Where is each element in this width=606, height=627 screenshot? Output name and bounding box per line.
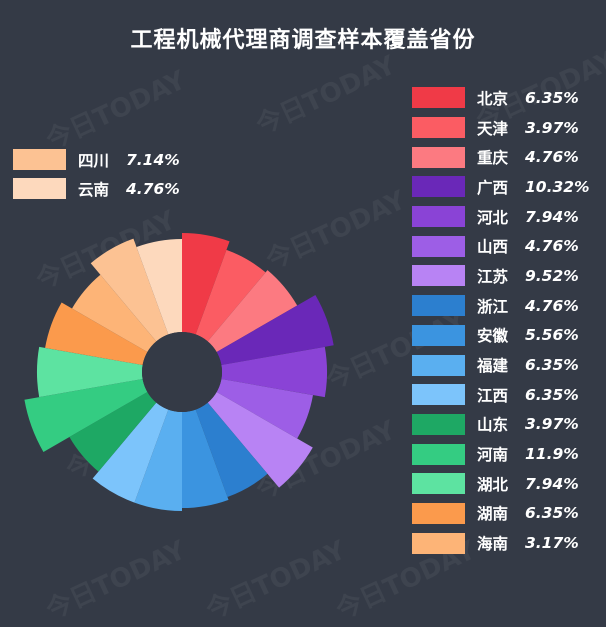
legend-label: 海南 (477, 535, 509, 554)
legend-value: 11.9% (525, 445, 579, 464)
legend-item-山西[interactable]: 山西 4.76% (412, 231, 590, 261)
legend-item-江西[interactable]: 江西 6.35% (412, 380, 590, 410)
legend-label: 福建 (477, 357, 509, 376)
donut-hole (142, 332, 222, 412)
legend-swatch (412, 295, 465, 317)
rose-slice-安徽[interactable] (182, 409, 229, 509)
rose-slice-浙江[interactable] (195, 402, 268, 497)
legend-swatch (412, 117, 465, 139)
legend-swatch (412, 502, 465, 524)
rose-slice-山西[interactable] (216, 378, 313, 439)
legend-label: 重庆 (477, 149, 509, 168)
legend-value: 6.35% (525, 385, 579, 404)
legend-swatch (412, 265, 465, 287)
legend-item-云南[interactable]: 云南 4.76% (13, 174, 180, 203)
legend-left: 四川 7.14% 云南 4.76% (13, 145, 180, 203)
legend-label: 安徽 (477, 327, 509, 346)
rose-slice-湖北[interactable] (36, 346, 143, 398)
legend-label: 山西 (477, 238, 509, 257)
legend-item-山东[interactable]: 山东 3.97% (412, 410, 590, 440)
legend-label: 北京 (477, 89, 509, 108)
legend-swatch (412, 384, 465, 406)
legend-value: 3.97% (525, 415, 579, 434)
legend-label: 山东 (477, 416, 509, 435)
rose-slice-福建[interactable] (134, 409, 182, 512)
legend-swatch (412, 473, 465, 495)
rose-chart (24, 232, 334, 512)
rose-slice-湖南[interactable] (45, 302, 148, 366)
legend-item-广西[interactable]: 广西 10.32% (412, 172, 590, 202)
legend-swatch (13, 149, 66, 170)
legend-item-湖北[interactable]: 湖北 7.94% (412, 469, 590, 499)
rose-slice-云南[interactable] (136, 239, 182, 335)
legend-item-重庆[interactable]: 重庆 4.76% (412, 142, 590, 172)
rose-slice-北京[interactable] (182, 232, 230, 335)
legend-swatch (13, 178, 66, 199)
rose-slice-河南[interactable] (24, 378, 148, 452)
legend-value: 3.97% (525, 118, 579, 137)
legend-swatch (412, 176, 465, 198)
rose-slice-四川[interactable] (90, 238, 169, 342)
legend-value: 9.52% (525, 266, 579, 285)
legend-swatch (412, 443, 465, 465)
legend-item-福建[interactable]: 福建 6.35% (412, 350, 590, 380)
legend-value: 4.76% (525, 237, 579, 256)
legend-value: 4.76% (525, 296, 579, 315)
legend-swatch (412, 146, 465, 168)
legend-value: 3.17% (525, 534, 579, 553)
legend-item-天津[interactable]: 天津 3.97% (412, 113, 590, 143)
legend-value: 6.35% (525, 356, 579, 375)
legend-label: 四川 (78, 151, 110, 170)
legend-swatch (412, 87, 465, 109)
legend-label: 广西 (477, 178, 509, 197)
legend-item-浙江[interactable]: 浙江 4.76% (412, 291, 590, 321)
legend-item-江苏[interactable]: 江苏 9.52% (412, 261, 590, 291)
legend-label: 江苏 (477, 267, 509, 286)
legend-swatch (412, 354, 465, 376)
rose-slice-江苏[interactable] (207, 392, 313, 488)
legend-right: 北京 6.35% 天津 3.97% 重庆 4.76% 广西 10.32% 河北 7.94% 山西 4.… (412, 83, 590, 558)
legend-swatch (412, 324, 465, 346)
legend-label: 河北 (477, 208, 509, 227)
legend-value: 4.76% (126, 179, 180, 198)
rose-slice-山东[interactable] (69, 392, 157, 472)
legend-swatch (412, 532, 465, 554)
legend-label: 河南 (477, 446, 509, 465)
rose-slice-海南[interactable] (72, 274, 157, 352)
legend-swatch (412, 206, 465, 228)
legend-label: 湖南 (477, 505, 509, 524)
legend-value: 7.14% (126, 150, 180, 169)
legend-value: 4.76% (525, 148, 579, 167)
legend-label: 江西 (477, 386, 509, 405)
legend-value: 6.35% (525, 88, 579, 107)
rose-slice-重庆[interactable] (207, 270, 298, 352)
rose-slice-广西[interactable] (216, 294, 334, 366)
legend-item-安徽[interactable]: 安徽 5.56% (412, 321, 590, 351)
legend-item-北京[interactable]: 北京 6.35% (412, 83, 590, 113)
rose-slice-河北[interactable] (221, 346, 328, 398)
legend-value: 6.35% (525, 504, 579, 523)
legend-item-湖南[interactable]: 湖南 6.35% (412, 499, 590, 529)
legend-value: 7.94% (525, 474, 579, 493)
legend-item-河北[interactable]: 河北 7.94% (412, 202, 590, 232)
legend-value: 5.56% (525, 326, 579, 345)
legend-item-海南[interactable]: 海南 3.17% (412, 528, 590, 558)
legend-label: 湖北 (477, 475, 509, 494)
legend-label: 浙江 (477, 297, 509, 316)
legend-item-河南[interactable]: 河南 11.9% (412, 439, 590, 469)
legend-label: 天津 (477, 119, 509, 138)
rose-slice-天津[interactable] (195, 249, 266, 342)
rose-slice-江西[interactable] (92, 402, 169, 503)
legend-swatch (412, 413, 465, 435)
legend-item-四川[interactable]: 四川 7.14% (13, 145, 180, 174)
legend-label: 云南 (78, 180, 110, 199)
legend-swatch (412, 235, 465, 257)
chart-title: 工程机械代理商调查样本覆盖省份 (130, 28, 476, 53)
legend-value: 10.32% (525, 177, 590, 196)
legend-value: 7.94% (525, 207, 579, 226)
